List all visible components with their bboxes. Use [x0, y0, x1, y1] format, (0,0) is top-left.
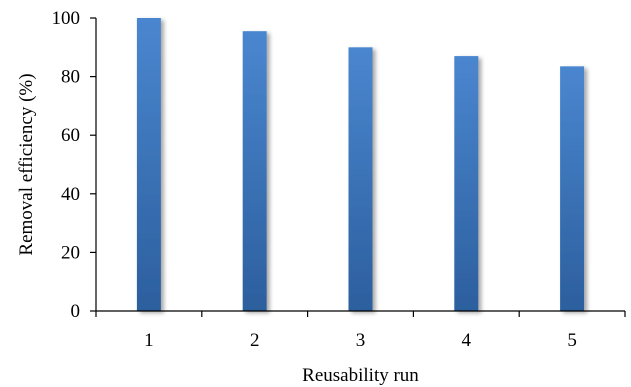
y-tick-label: 80 — [61, 67, 80, 88]
x-axis-title: Reusability run — [302, 365, 419, 386]
y-axis-ticks: 0 20 40 60 80 100 — [52, 8, 96, 322]
bar-3 — [348, 47, 373, 312]
x-tick-label: 3 — [356, 330, 366, 351]
bar-2 — [242, 31, 267, 312]
bar-1 — [136, 18, 161, 311]
x-tick-label: 4 — [462, 330, 472, 351]
y-axis-title: Removal efficiency (%) — [16, 73, 37, 255]
y-tick-label: 40 — [61, 184, 80, 205]
y-tick-label: 100 — [52, 8, 81, 29]
y-tick-label: 0 — [71, 301, 81, 322]
y-tick-label: 20 — [61, 242, 80, 263]
x-tick-label: 5 — [567, 330, 577, 351]
y-tick-label: 60 — [61, 125, 80, 146]
x-axis-ticks: 1 2 3 4 5 — [95, 311, 626, 351]
bars-group — [136, 18, 585, 312]
x-tick-label: 2 — [250, 330, 260, 351]
bar-4 — [454, 56, 479, 312]
x-tick-label: 1 — [144, 330, 154, 351]
bar-5 — [560, 66, 585, 311]
